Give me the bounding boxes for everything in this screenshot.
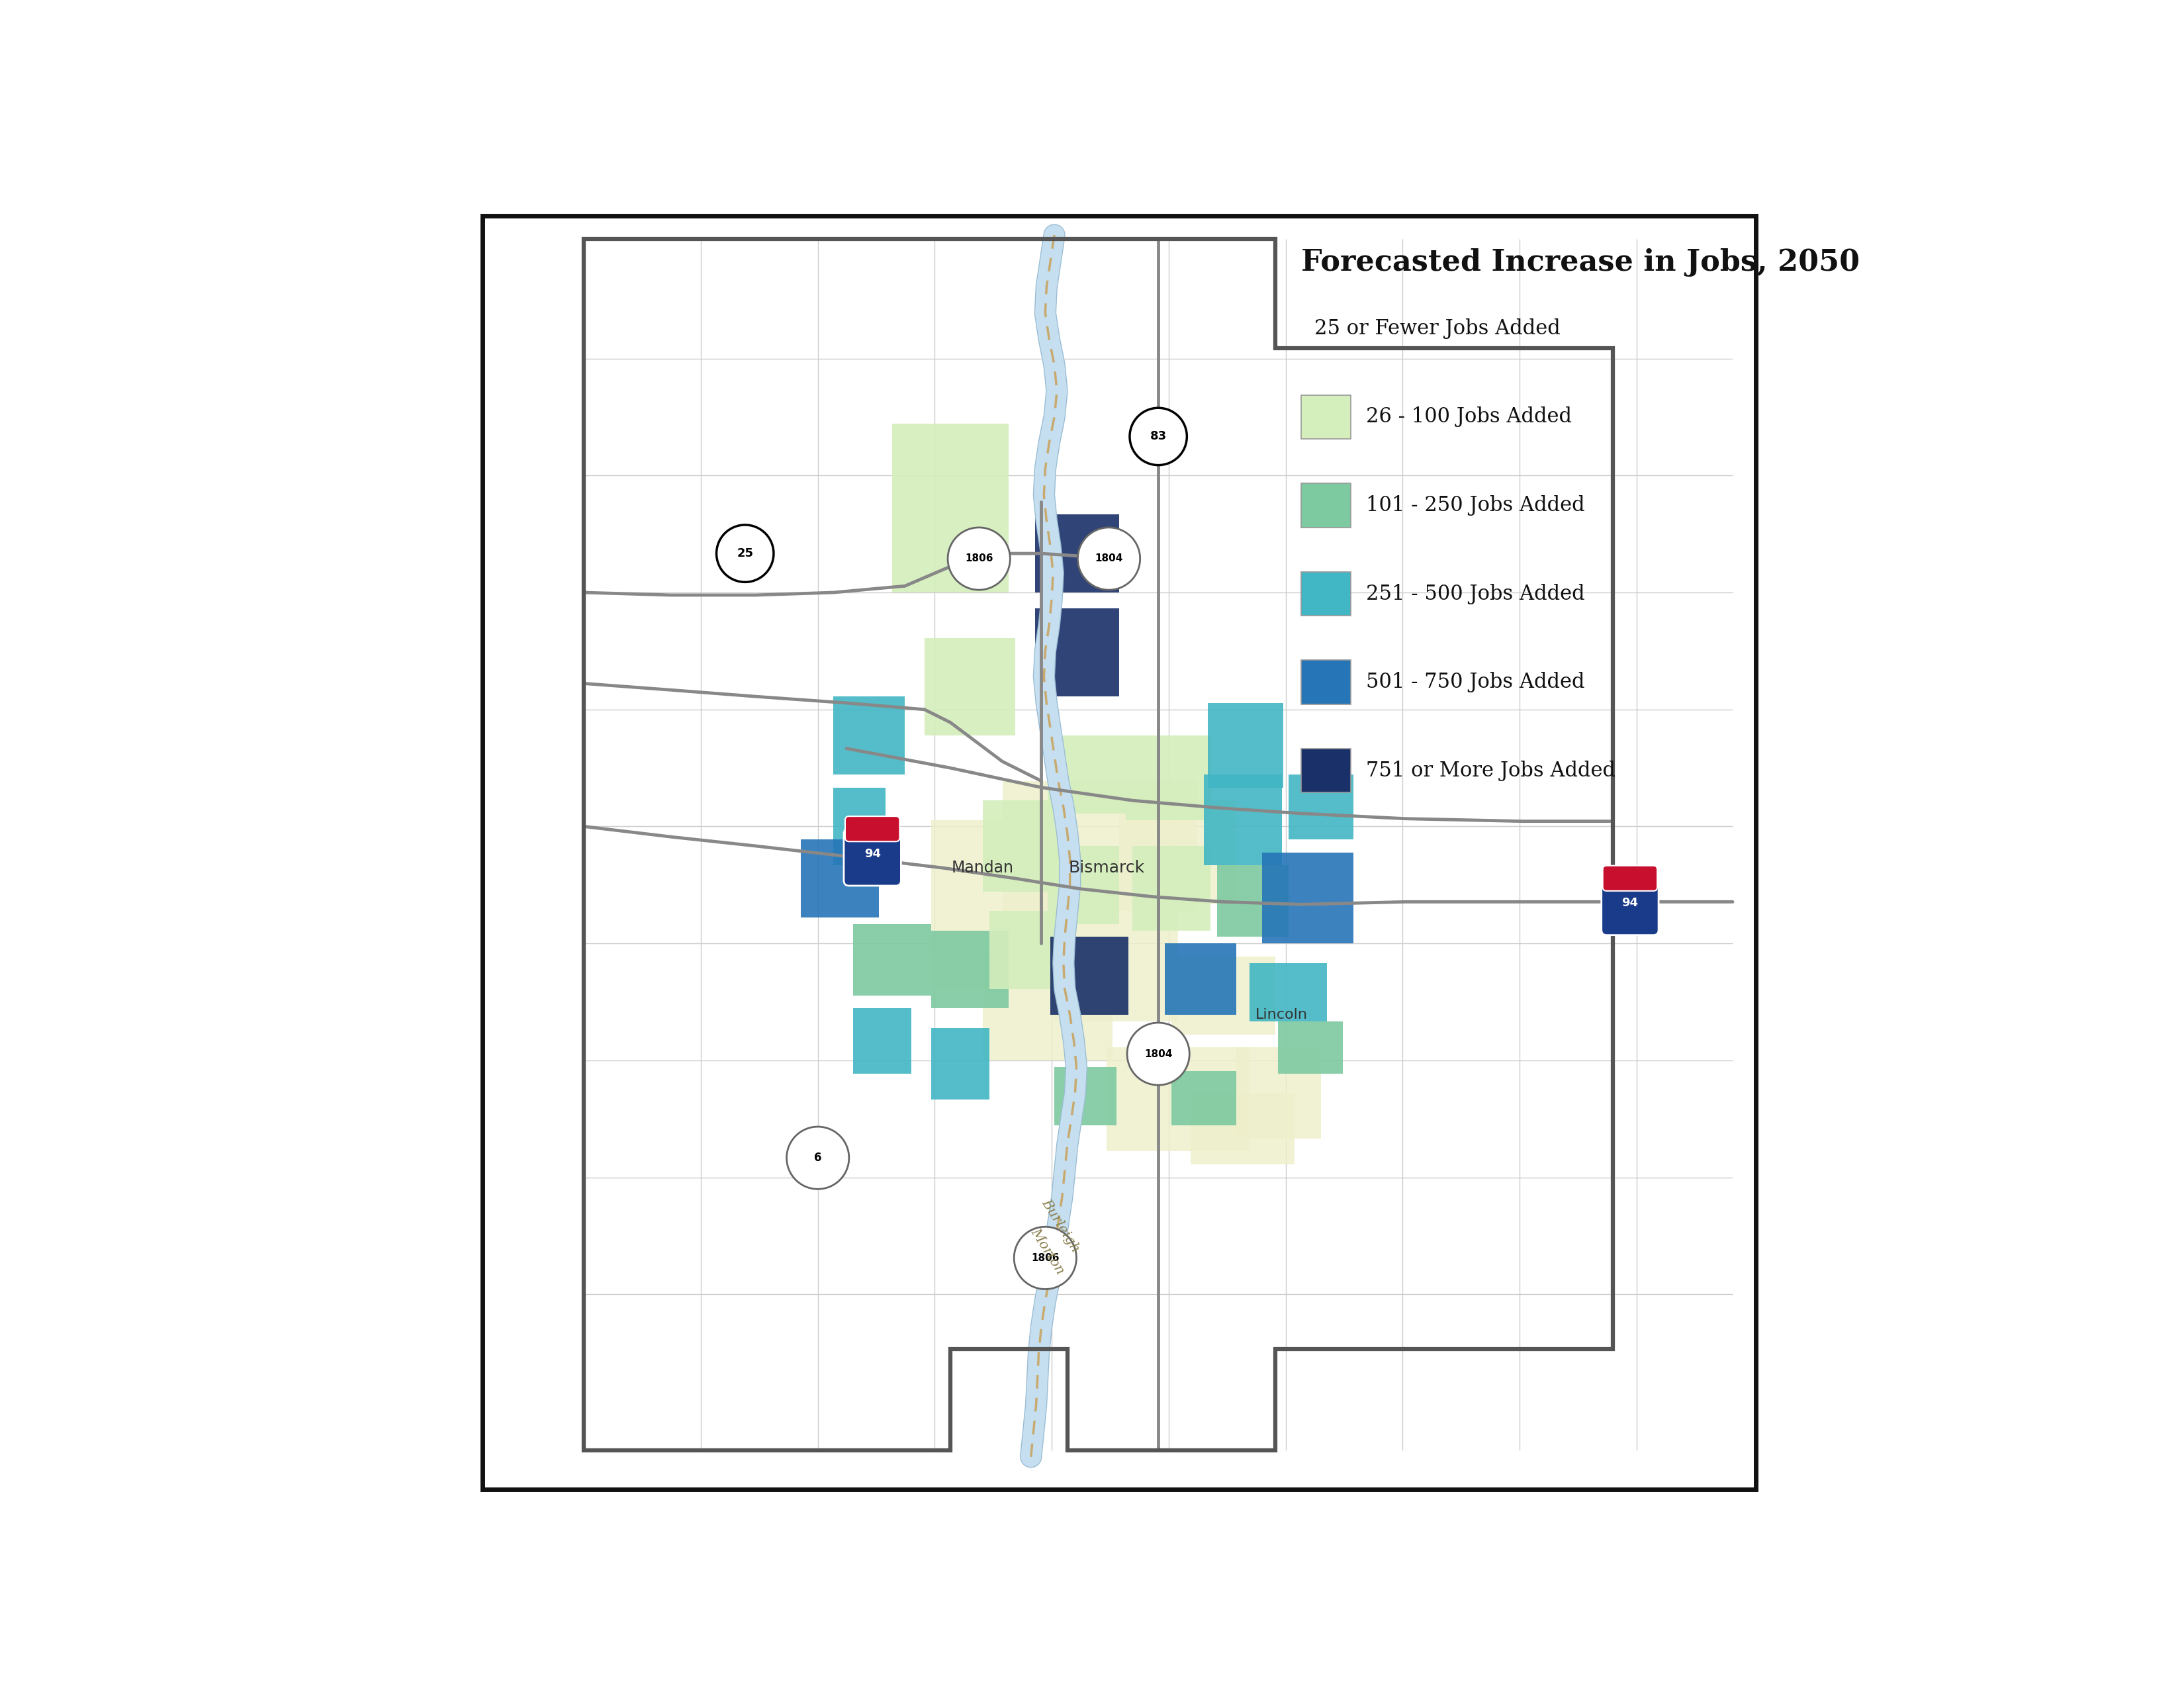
Bar <box>1002 782 1197 912</box>
Text: 1804: 1804 <box>1094 554 1123 564</box>
Text: 83: 83 <box>1151 430 1166 442</box>
Bar <box>1051 937 1129 1014</box>
Bar <box>802 839 878 918</box>
Text: Morton: Morton <box>1029 1225 1068 1276</box>
Bar <box>1190 1092 1295 1165</box>
Text: 101 - 250 Jobs Added: 101 - 250 Jobs Added <box>1367 495 1586 515</box>
Bar <box>1125 736 1210 820</box>
Circle shape <box>948 527 1011 589</box>
Circle shape <box>786 1126 850 1188</box>
Bar <box>1278 1021 1343 1074</box>
Bar <box>1118 800 1236 905</box>
Circle shape <box>1127 1023 1190 1085</box>
Bar <box>1048 736 1125 814</box>
Bar <box>1131 846 1210 930</box>
Bar <box>854 1008 911 1074</box>
Bar <box>1289 775 1354 839</box>
Bar <box>924 638 1016 736</box>
Bar <box>1107 1047 1249 1151</box>
Bar <box>1236 1047 1321 1138</box>
Text: 1806: 1806 <box>965 554 994 564</box>
FancyBboxPatch shape <box>843 829 902 886</box>
Text: Bismarck: Bismarck <box>1068 861 1144 876</box>
Text: Forecasted Increase in Jobs, 2050: Forecasted Increase in Jobs, 2050 <box>1302 248 1861 277</box>
Bar <box>1035 515 1118 592</box>
Bar <box>1171 1070 1236 1126</box>
Text: 94: 94 <box>865 847 880 859</box>
Circle shape <box>1077 527 1140 589</box>
Bar <box>891 424 1009 592</box>
Text: Burleigh: Burleigh <box>1040 1197 1083 1254</box>
Bar <box>930 1028 989 1099</box>
Text: 1806: 1806 <box>1031 1252 1059 1263</box>
Bar <box>983 800 1061 891</box>
Bar <box>834 787 885 866</box>
Bar <box>1164 944 1236 1014</box>
Text: 6: 6 <box>815 1151 821 1163</box>
Bar <box>1171 957 1275 1035</box>
Bar <box>1035 608 1118 697</box>
Text: Mandan: Mandan <box>952 861 1013 876</box>
Circle shape <box>1129 408 1186 466</box>
Bar <box>1302 395 1350 439</box>
Text: 501 - 750 Jobs Added: 501 - 750 Jobs Added <box>1367 672 1586 692</box>
FancyBboxPatch shape <box>1601 878 1658 935</box>
Bar <box>834 697 904 775</box>
Text: 25: 25 <box>736 547 753 559</box>
Bar <box>1055 905 1177 1021</box>
Bar <box>1203 775 1282 866</box>
Bar <box>1055 1067 1116 1126</box>
Text: Lincoln: Lincoln <box>1256 1008 1308 1021</box>
Bar <box>989 912 1061 989</box>
Text: 751 or More Jobs Added: 751 or More Jobs Added <box>1367 760 1616 782</box>
Bar <box>1302 748 1350 793</box>
Bar <box>1216 866 1289 937</box>
FancyBboxPatch shape <box>845 817 900 842</box>
Text: 251 - 500 Jobs Added: 251 - 500 Jobs Added <box>1367 584 1586 604</box>
Bar <box>930 930 1009 1008</box>
Circle shape <box>1013 1227 1077 1290</box>
FancyBboxPatch shape <box>1603 866 1658 891</box>
Text: 1804: 1804 <box>1144 1048 1173 1058</box>
Bar <box>854 923 930 996</box>
Circle shape <box>716 525 773 582</box>
Bar <box>1208 702 1282 787</box>
Text: 25 or Fewer Jobs Added: 25 or Fewer Jobs Added <box>1315 319 1559 339</box>
Bar <box>1302 572 1350 616</box>
Text: 26 - 100 Jobs Added: 26 - 100 Jobs Added <box>1367 407 1572 427</box>
Bar <box>1249 962 1328 1021</box>
Text: 94: 94 <box>1623 898 1638 910</box>
Bar <box>983 950 1114 1060</box>
Bar <box>1048 846 1120 923</box>
Bar <box>930 820 1068 989</box>
Bar <box>1262 852 1354 944</box>
Bar <box>1302 483 1350 527</box>
Bar <box>1302 660 1350 704</box>
